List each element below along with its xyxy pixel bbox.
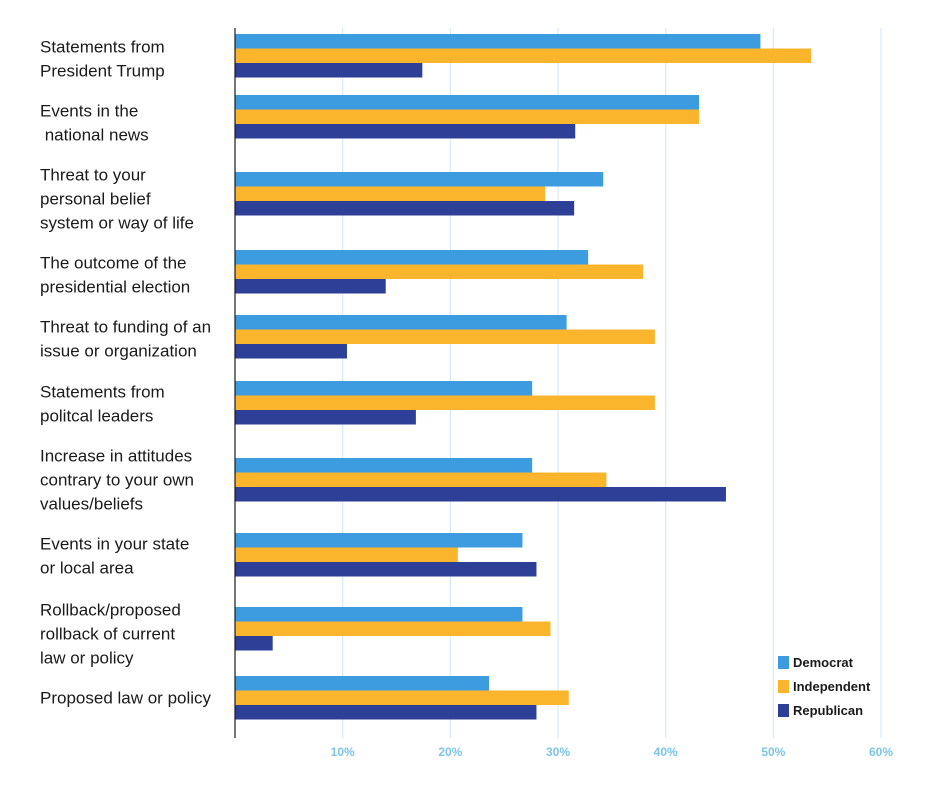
bar-republican-4 [235,279,386,294]
bar-republican-7 [235,487,726,502]
bar-independent-1 [235,48,812,63]
category-label-1: Statements from President Trump [40,37,165,80]
tick-labels: 10% 20% 30% 40% 50% 60% [331,745,894,759]
bar-republican-2 [235,124,576,139]
bar-independent-7 [235,472,607,487]
legend: Democrat Independent Republican [778,655,871,718]
bar-democrat-5 [235,315,567,330]
bar-independent-9 [235,621,551,636]
bar-independent-2 [235,109,700,124]
category-labels: Statements from President Trump Events in … [40,37,212,707]
legend-swatch-republican [778,704,789,717]
bar-independent-10 [235,690,569,705]
tick-label-10pct: 10% [331,745,355,759]
bar-democrat-7 [235,458,533,473]
category-label-8: Events in your state or local area [40,534,189,577]
bars [235,34,812,720]
bar-democrat-1 [235,34,761,49]
bar-democrat-10 [235,676,490,691]
tick-label-30pct: 30% [546,745,570,759]
bar-independent-3 [235,186,546,201]
category-label-7: Increase in attitudes contrary to your ow… [40,446,194,513]
bar-independent-4 [235,264,644,279]
legend-swatch-democrat [778,656,789,669]
legend-label-democrat: Democrat [793,655,854,670]
bar-democrat-6 [235,381,533,396]
bar-independent-6 [235,395,655,410]
legend-label-republican: Republican [793,703,863,718]
bar-democrat-8 [235,533,523,548]
bar-republican-8 [235,562,537,577]
bar-independent-8 [235,547,458,562]
category-label-10: Proposed law or policy [40,688,212,707]
bar-republican-1 [235,63,423,78]
category-label-9: Rollback/proposed rollback of current law … [40,600,181,667]
bar-democrat-2 [235,95,700,110]
tick-label-40pct: 40% [654,745,678,759]
category-label-5: Threat to funding of an issue or organiza… [40,317,211,360]
category-label-2: Events in the national news [40,101,149,144]
bar-republican-6 [235,410,416,425]
bar-democrat-4 [235,250,589,265]
bar-independent-5 [235,329,655,344]
bar-republican-3 [235,201,575,216]
category-label-6: Statements from politcal leaders [40,382,165,425]
bar-republican-5 [235,344,347,359]
tick-label-50pct: 50% [761,745,785,759]
bar-republican-10 [235,705,537,720]
legend-swatch-independent [778,680,789,693]
bar-democrat-3 [235,172,604,187]
tick-label-60pct: 60% [869,745,893,759]
bar-republican-9 [235,636,273,651]
category-label-4: The outcome of the presidential election [40,253,190,296]
category-label-3: Threat to your personal belief system or w… [40,165,194,232]
legend-label-independent: Independent [793,679,871,694]
tick-label-20pct: 20% [438,745,462,759]
bar-democrat-9 [235,607,523,622]
